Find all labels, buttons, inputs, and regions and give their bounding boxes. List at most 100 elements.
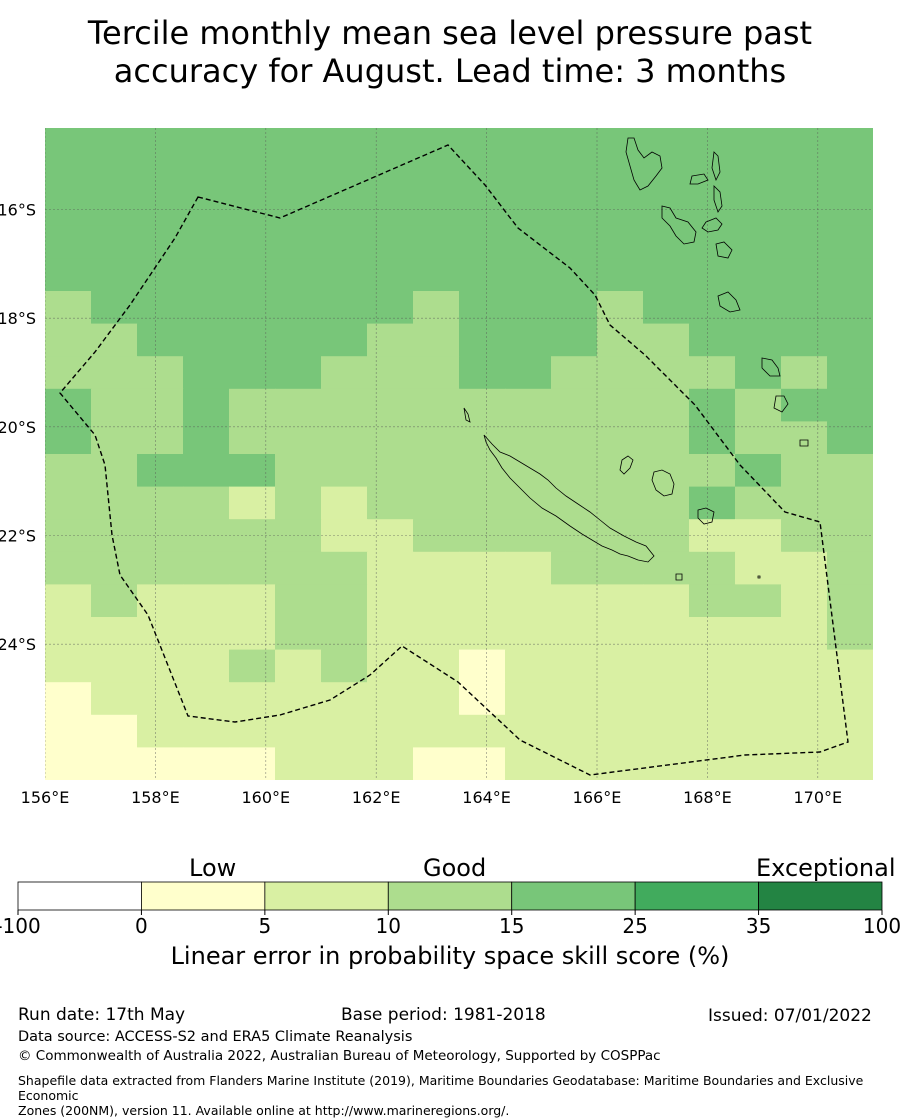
skill-cell [643, 291, 690, 325]
skill-cell [183, 682, 230, 716]
skill-cell [827, 682, 873, 716]
skill-cell [413, 193, 460, 227]
skill-cell [459, 584, 506, 618]
skill-cell [367, 486, 414, 520]
skill-cell [183, 551, 230, 585]
axis-labels: 156°E 158°E 160°E 162°E 164°E 166°E 168°E 170°E… [0, 201, 842, 808]
skill-cell [45, 193, 92, 227]
skill-cell [643, 584, 690, 618]
skill-cell [229, 356, 276, 390]
skill-cell [367, 584, 414, 618]
skill-cell [137, 128, 184, 162]
skill-cell [689, 714, 736, 748]
lat-tick-label: 20°S [0, 418, 36, 437]
skill-cell [321, 160, 368, 194]
skill-cell [735, 323, 782, 357]
skill-cell [321, 584, 368, 618]
colorbar-swatch [17, 881, 142, 911]
skill-cell [505, 291, 552, 325]
skill-cell [459, 128, 506, 162]
skill-cell [183, 714, 230, 748]
colorbar-swatch [634, 881, 759, 911]
skill-cell [735, 225, 782, 259]
skill-cell [413, 617, 460, 651]
skill-cell [505, 193, 552, 227]
skill-cell [367, 747, 414, 780]
skill-cell [321, 486, 368, 520]
skill-cell [689, 519, 736, 553]
skill-cell [183, 356, 230, 390]
skill-cell [597, 584, 644, 618]
skill-cell [827, 258, 873, 292]
skill-cell [45, 519, 92, 553]
skill-cell [367, 421, 414, 455]
skill-cell [367, 649, 414, 683]
skill-cell [827, 747, 873, 780]
skill-cell [275, 291, 322, 325]
skill-cell [91, 649, 138, 683]
skill-cell [183, 617, 230, 651]
skill-cell [275, 617, 322, 651]
skill-cell [275, 128, 322, 162]
skill-cell [505, 388, 552, 422]
skill-cell [643, 388, 690, 422]
skill-cell [597, 649, 644, 683]
skill-cell [597, 519, 644, 553]
run-date: Run date: 17th May [18, 1005, 186, 1025]
skill-cell [735, 486, 782, 520]
base-period: Base period: 1981-2018 [341, 1005, 546, 1025]
skill-cell [689, 128, 736, 162]
skill-cell [137, 682, 184, 716]
skill-cell [45, 551, 92, 585]
shapefile-credit-line-2: Zones (200NM), version 11. Available onl… [18, 1103, 510, 1118]
skill-cell [689, 291, 736, 325]
skill-cell [551, 584, 598, 618]
skill-cell [689, 258, 736, 292]
category-exceptional-label: Exceptional [756, 854, 896, 882]
skill-cell [321, 128, 368, 162]
skill-cell [643, 617, 690, 651]
skill-cell [91, 584, 138, 618]
chart-title: Tercile monthly mean sea level pressure … [0, 14, 900, 90]
skill-cell [413, 323, 460, 357]
skill-cell [505, 160, 552, 194]
skill-cell [229, 714, 276, 748]
copyright: © Commonwealth of Australia 2022, Austra… [18, 1048, 661, 1064]
skill-cell [413, 128, 460, 162]
skill-cell [229, 258, 276, 292]
skill-cell [229, 682, 276, 716]
vanuatu-efate [715, 241, 733, 259]
skill-cell [827, 388, 873, 422]
skill-cell [367, 323, 414, 357]
skill-cell [781, 714, 828, 748]
skill-cell [321, 649, 368, 683]
skill-cell [551, 682, 598, 716]
skill-cell [45, 258, 92, 292]
skill-cell [643, 714, 690, 748]
colorbar: -100 0 5 10 15 25 35 100 [0, 881, 900, 938]
skill-cell [45, 128, 92, 162]
skill-cell [781, 617, 828, 651]
skill-cell [827, 291, 873, 325]
skill-cell [735, 747, 782, 780]
colorbar-tick-label: 0 [135, 914, 148, 938]
skill-cell [735, 714, 782, 748]
skill-cell [183, 747, 230, 780]
lon-tick-label: 164°E [462, 788, 511, 807]
skill-cell [459, 454, 506, 488]
title-line-2: accuracy for August. Lead time: 3 months [113, 52, 787, 90]
skill-cell [827, 160, 873, 194]
skill-cell [137, 258, 184, 292]
skill-cell [643, 454, 690, 488]
skill-cell [735, 584, 782, 618]
skill-cell [505, 617, 552, 651]
skill-cell [827, 486, 873, 520]
skill-cell [229, 225, 276, 259]
skill-cell [45, 682, 92, 716]
skill-cell [459, 551, 506, 585]
skill-cell [91, 356, 138, 390]
skill-cell [275, 160, 322, 194]
skill-cell [91, 682, 138, 716]
colorbar-tick-label: 10 [376, 914, 401, 938]
